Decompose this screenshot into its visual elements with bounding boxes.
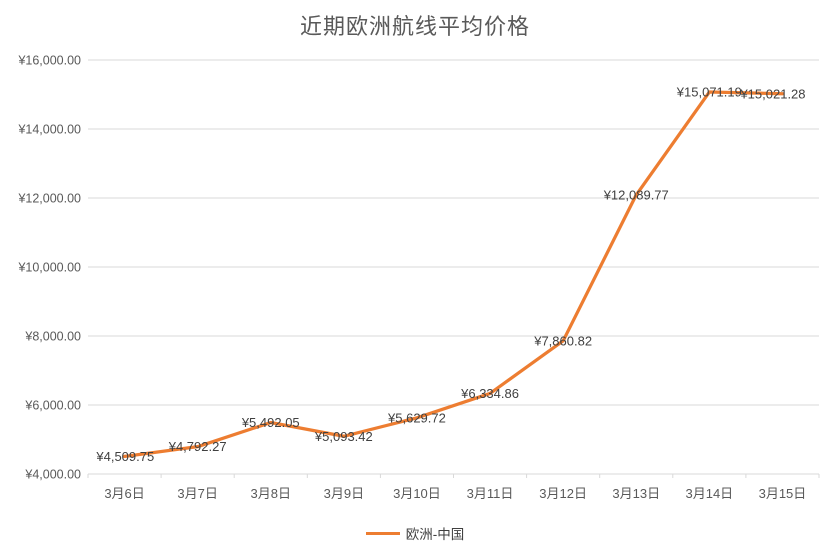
y-axis-tick-label: ¥4,000.00 — [24, 468, 81, 482]
y-axis-tick-label: ¥14,000.00 — [17, 123, 81, 137]
data-label: ¥15,021.28 — [739, 86, 805, 101]
y-axis-tick-label: ¥12,000.00 — [17, 192, 81, 206]
x-axis-tick-label: 3月7日 — [177, 486, 217, 501]
x-axis-tick-label: 3月14日 — [685, 486, 733, 501]
data-label: ¥5,492.05 — [241, 415, 300, 430]
y-axis-tick-label: ¥16,000.00 — [17, 54, 81, 68]
y-axis-tick-label: ¥8,000.00 — [24, 330, 81, 344]
x-axis-tick-label: 3月6日 — [104, 486, 144, 501]
series-line-europe-china — [122, 90, 785, 459]
data-label: ¥6,334.86 — [460, 386, 519, 401]
data-label: ¥5,629.72 — [387, 410, 446, 425]
data-label: ¥4,509.75 — [95, 449, 154, 464]
data-label: ¥7,860.82 — [533, 333, 592, 348]
legend-line-swatch — [365, 531, 400, 535]
x-axis-tick-label: 3月12日 — [539, 486, 587, 501]
x-axis-tick-label: 3月15日 — [759, 486, 807, 501]
y-axis-tick-label: ¥10,000.00 — [17, 261, 81, 275]
legend: 欧洲-中国 — [0, 523, 830, 543]
x-axis-tick-label: 3月8日 — [251, 486, 291, 501]
legend-label: 欧洲-中国 — [405, 527, 465, 542]
data-label: ¥12,089.77 — [603, 187, 669, 202]
x-axis-tick-label: 3月10日 — [393, 486, 441, 501]
data-label: ¥4,792.27 — [168, 439, 227, 454]
x-axis-tick-label: 3月9日 — [324, 486, 364, 501]
data-label: ¥15,071.19 — [676, 85, 742, 100]
x-axis-tick-label: 3月11日 — [467, 486, 514, 501]
chart-title: 近期欧洲航线平均价格 — [299, 14, 530, 39]
data-label: ¥5,093.42 — [314, 429, 373, 444]
x-axis-tick-label: 3月13日 — [612, 486, 660, 501]
y-axis-tick-label: ¥6,000.00 — [24, 399, 81, 413]
